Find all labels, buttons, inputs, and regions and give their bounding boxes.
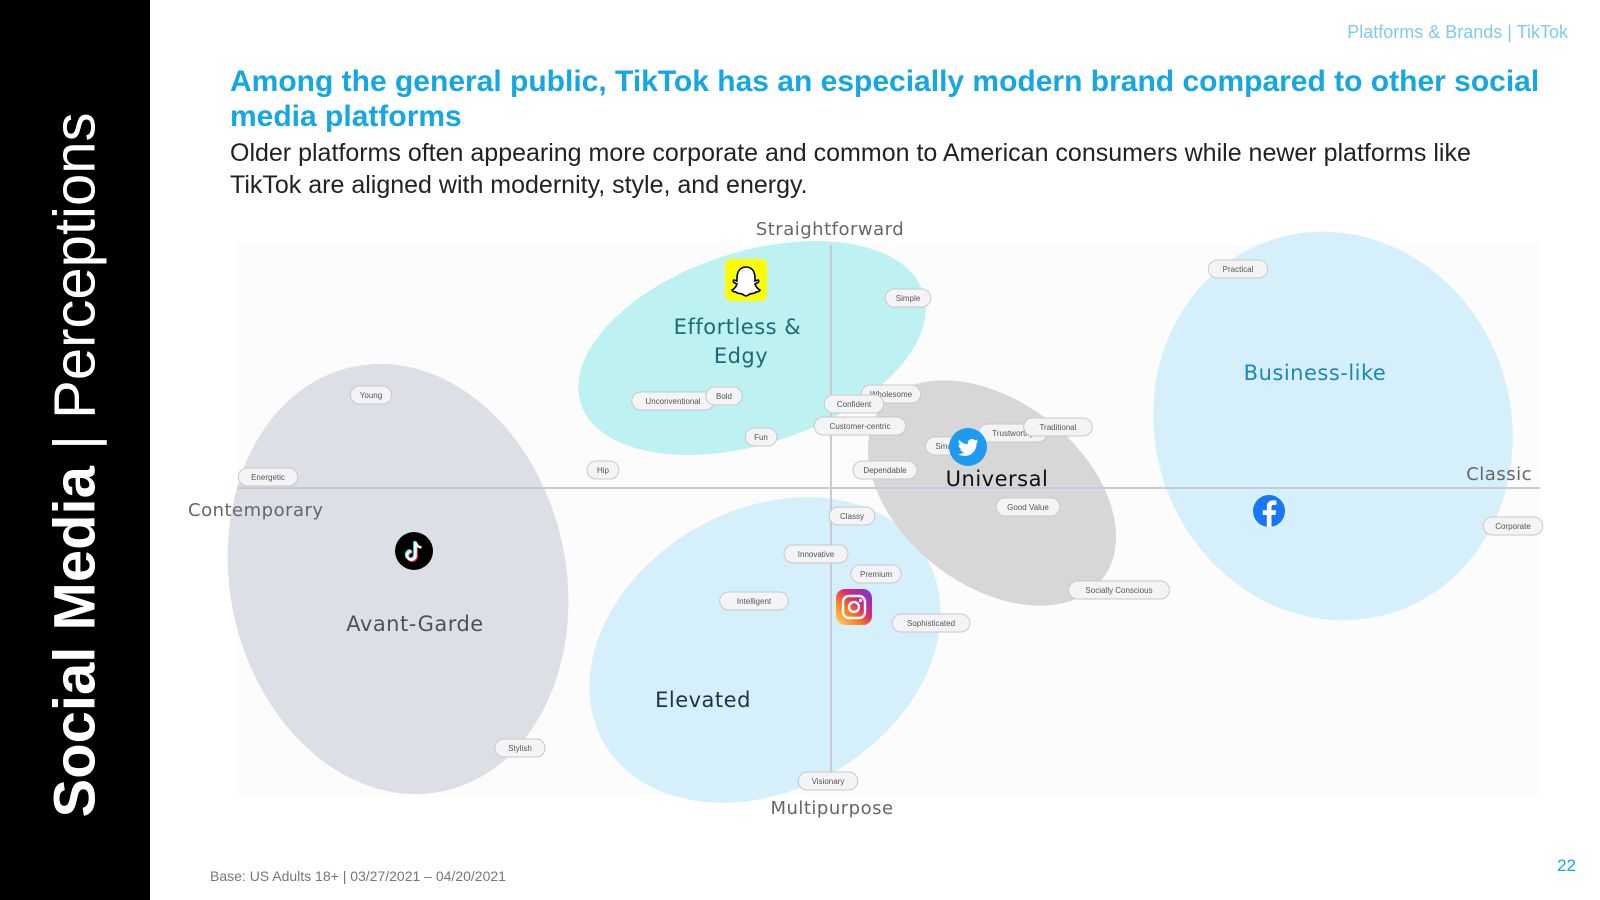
- attribute-chip-bg: [1068, 580, 1170, 600]
- axis-label-right: Classic: [1466, 464, 1532, 485]
- attribute-chip-young: Young: [350, 385, 392, 405]
- sidebar: Social Media | Perceptions: [0, 0, 150, 900]
- attribute-chip-bg: [1482, 516, 1544, 536]
- attribute-chip-bg: [797, 771, 859, 791]
- attribute-chip-stylish: Stylish: [494, 738, 546, 758]
- axis-label-bottom: Multipurpose: [770, 798, 893, 819]
- attribute-chip-bg: [823, 394, 885, 414]
- attribute-chip-label: Young: [360, 391, 382, 400]
- attribute-chip-label: Intelligent: [737, 597, 772, 606]
- attribute-chip-bg: [891, 613, 971, 633]
- attribute-chip-label: Stylish: [508, 744, 532, 753]
- attribute-chip-label: Energetic: [251, 473, 285, 482]
- attribute-chip-bg: [995, 497, 1061, 517]
- attribute-chip-label: Smart: [935, 442, 957, 451]
- cluster-business-like: [1153, 231, 1513, 621]
- attribute-chip-fun: Fun: [744, 427, 778, 447]
- attribute-chip-unconventional: Unconventional: [631, 391, 715, 411]
- attribute-chip-label: Good Value: [1007, 503, 1049, 512]
- attribute-chip-label: Fun: [754, 433, 768, 442]
- attribute-chip-label: Visionary: [812, 777, 845, 786]
- attribute-chip-bg: [1207, 259, 1269, 279]
- attribute-chip-bg: [852, 460, 918, 480]
- attribute-chip-label: Hip: [597, 466, 610, 475]
- cluster-label-business-like: Business-like: [1244, 361, 1387, 385]
- attribute-chip-label: Dependable: [863, 466, 907, 475]
- attribute-chip-bg: [705, 386, 743, 406]
- cluster-label-effortless-line2: Edgy: [714, 344, 768, 368]
- snapchat-icon: [725, 259, 767, 301]
- attribute-chip-visionary: Visionary: [797, 771, 859, 791]
- attribute-chip-bg: [828, 506, 876, 526]
- cluster-label-avant-garde: Avant-Garde: [346, 612, 483, 636]
- cluster-universal: [867, 380, 1117, 606]
- attribute-chip-label: Trustworthy: [992, 429, 1034, 438]
- page-number: 22: [1557, 856, 1576, 875]
- attribute-chip-classy: Classy: [828, 506, 876, 526]
- attribute-chip-corporate: Corporate: [1482, 516, 1544, 536]
- cluster-label-effortless-line1: Effortless &: [674, 315, 801, 339]
- attribute-chip-label: Classy: [840, 512, 864, 521]
- attribute-chip-label: Customer-centric: [830, 422, 891, 431]
- breadcrumb: Platforms & Brands | TikTok: [1347, 22, 1568, 42]
- attribute-chip-bg: [586, 460, 620, 480]
- twitter-icon: [949, 428, 987, 466]
- attribute-chip-label: Premium: [860, 570, 892, 579]
- attribute-chip-bold: Bold: [705, 386, 743, 406]
- attribute-chip-bg: [783, 544, 849, 564]
- attribute-chip-simple: Simple: [884, 288, 932, 308]
- tiktok-icon: [395, 532, 433, 570]
- cluster-label-elevated: Elevated: [655, 688, 751, 712]
- attribute-chip-label: Innovative: [798, 550, 835, 559]
- attribute-chip-premium: Premium: [850, 564, 902, 584]
- attribute-chip-bg: [237, 467, 299, 487]
- attribute-chip-bg: [884, 288, 932, 308]
- cluster-label-universal: Universal: [946, 467, 1049, 491]
- attribute-chip-good-value: Good Value: [995, 497, 1061, 517]
- attribute-chip-customer-centric: Customer-centric: [813, 416, 907, 436]
- attribute-chip-label: Wholesome: [870, 390, 913, 399]
- attribute-chip-intelligent: Intelligent: [719, 591, 789, 611]
- attribute-chip-practical: Practical: [1207, 259, 1269, 279]
- axis-label-left: Contemporary: [188, 500, 324, 521]
- cluster-label-effortless-edgy: Effortless & Edgy: [674, 315, 809, 368]
- attribute-chip-bg: [744, 427, 778, 447]
- attribute-chip-label: Socially Conscious: [1085, 586, 1152, 595]
- attribute-chip-label: Practical: [1223, 265, 1254, 274]
- attribute-chip-label: Corporate: [1495, 522, 1531, 531]
- attribute-chip-hip: Hip: [586, 460, 620, 480]
- attribute-chip-label: Bold: [716, 392, 732, 401]
- attribute-chip-bg: [850, 564, 902, 584]
- attribute-chip-label: Confident: [837, 400, 872, 409]
- instagram-icon: [836, 589, 872, 625]
- attribute-chips: Young Energetic Hip Stylish Unconventional Bo…: [237, 259, 1544, 791]
- attribute-chip-bg: [494, 738, 546, 758]
- attribute-chip-sophisticated: Sophisticated: [891, 613, 971, 633]
- attribute-chip-label: Unconventional: [645, 397, 700, 406]
- attribute-chip-socially-conscious: Socially Conscious: [1068, 580, 1170, 600]
- subtitle: Older platforms often appearing more cor…: [230, 139, 1471, 199]
- page-title: Among the general public, TikTok has an …: [230, 65, 1540, 133]
- attribute-chip-traditional: Traditional: [1023, 417, 1093, 437]
- attribute-chip-dependable: Dependable: [852, 460, 918, 480]
- base-note: Base: US Adults 18+ | 03/27/2021 – 04/20…: [210, 868, 506, 884]
- attribute-chip-confident: Confident: [823, 394, 885, 414]
- cluster-avant-garde: [227, 363, 569, 795]
- attribute-chip-bg: [1023, 417, 1093, 437]
- facebook-icon: [1253, 495, 1285, 527]
- axis-label-top: Straightforward: [756, 219, 904, 240]
- attribute-chip-bg: [350, 385, 392, 405]
- attribute-chip-energetic: Energetic: [237, 467, 299, 487]
- attribute-chip-label: Simple: [896, 294, 921, 303]
- attribute-chip-innovative: Innovative: [783, 544, 849, 564]
- attribute-chip-bg: [813, 416, 907, 436]
- attribute-chip-label: Traditional: [1039, 423, 1076, 432]
- attribute-chip-bg: [719, 591, 789, 611]
- attribute-chip-label: Sophisticated: [907, 619, 955, 628]
